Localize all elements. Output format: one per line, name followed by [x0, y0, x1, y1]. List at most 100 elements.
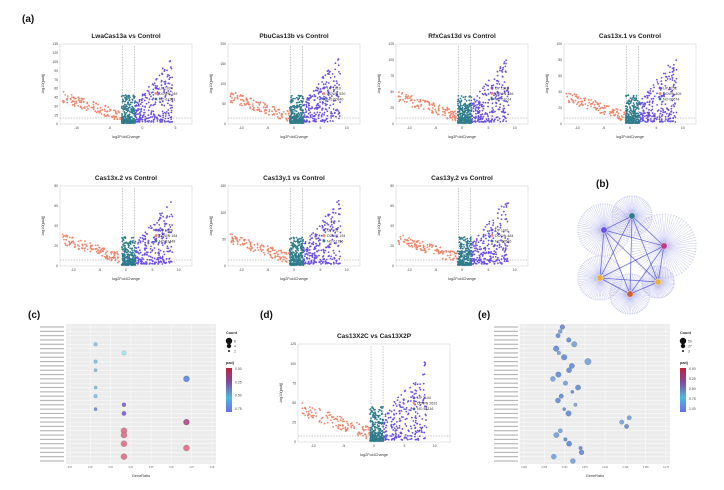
count-legend-dot [682, 350, 684, 352]
enrichment-dot [578, 449, 585, 455]
y-tick-label: 50 [222, 102, 226, 106]
legend-down: DOWN 194 [327, 234, 345, 238]
x-tick-label: 5 [403, 444, 405, 448]
legend-marker-no [322, 239, 326, 243]
row-term-label [494, 425, 518, 428]
count-legend-dot [679, 337, 687, 345]
x-axis-label: log2FoldChange [448, 135, 476, 139]
y-tick-label: 90 [54, 69, 58, 73]
x-tick-label: 10 [345, 126, 349, 130]
enrichment-dot [121, 402, 127, 407]
enrichment-dot [566, 367, 572, 373]
y-axis-label: -log10(padj) [209, 215, 213, 236]
x-axis-label: GeneRatio [132, 474, 150, 478]
legend-marker-up [154, 86, 158, 90]
row-term-label [40, 369, 64, 371]
y-tick-label: 20 [390, 244, 394, 248]
y-tick-label: 0 [56, 122, 58, 126]
legend-up: UP 1024 [159, 86, 173, 90]
x-tick-label: 0.150 [643, 467, 649, 469]
row-term-label [40, 412, 64, 415]
row-term-label [494, 421, 518, 423]
x-axis-label: log2FoldChange [280, 135, 308, 139]
legend-no: NO 61448 [159, 239, 175, 243]
row-term-label [40, 447, 64, 449]
enrichment-dot [550, 376, 556, 382]
y-tick-label: 0 [224, 264, 226, 268]
row-term-label [494, 348, 518, 350]
row-term-label [494, 399, 518, 402]
enrichment-dot [93, 394, 98, 399]
row-term-label [40, 330, 64, 332]
x-tick-label: 10 [433, 444, 437, 448]
enrichment-dot [183, 444, 190, 452]
legend-no: NO 60516 [495, 239, 511, 243]
network-panel-b [572, 190, 708, 315]
y-tick-label: 40 [54, 224, 58, 228]
legend-marker-down [322, 92, 326, 95]
enrichment-dot [121, 411, 127, 416]
x-tick-label: 10 [513, 268, 517, 272]
legend-up: UP 1251 [663, 86, 677, 90]
x-tick-label: 0.050 [562, 467, 568, 469]
padj-colorbar [226, 368, 232, 412]
count-legend-value: 27 [688, 344, 692, 348]
x-axis-label: log2FoldChange [112, 135, 140, 139]
enrichment-dot [183, 418, 190, 426]
enrichment-dot [619, 419, 625, 425]
legend-down: DOWN 184 [159, 234, 177, 238]
network-hub-node [654, 278, 662, 286]
row-term-label [40, 443, 64, 445]
x-tick-label: -10 [407, 126, 412, 130]
y-tick-label: 75 [292, 381, 296, 385]
x-tick-label: 0.025 [541, 467, 547, 469]
x-tick-label: -10 [575, 126, 580, 130]
x-tick-label: 5 [319, 268, 321, 272]
y-tick-label: 0 [392, 264, 394, 268]
row-term-label [494, 365, 518, 367]
enrichment-dot [584, 358, 592, 365]
row-term-label [494, 335, 518, 337]
padj-tick-label: 0.75 [235, 407, 242, 411]
row-term-label [40, 378, 64, 380]
legend-down: DOWN 405 [663, 92, 681, 96]
padj-tick-label: 0.50 [689, 387, 696, 391]
plot-title: Cas13y.1 vs Control [263, 175, 325, 182]
count-legend-value: 3 [688, 349, 690, 353]
legend-down: DOWN 484 [495, 234, 513, 238]
enrichment-dot [624, 424, 629, 429]
x-tick-label: -5 [266, 268, 269, 272]
legend-down: DOWN 346 [495, 92, 513, 96]
padj-tick-label: 0.00 [689, 367, 696, 371]
y-tick-label: 100 [290, 362, 296, 366]
padj-tick-label: 1.00 [689, 407, 696, 411]
y-tick-label: 0 [56, 264, 58, 268]
x-tick-label: 0.175 [663, 467, 669, 469]
y-axis-label: -log10(padj) [41, 215, 45, 236]
row-term-label [494, 373, 518, 376]
legend-down: DOWN 2631 [417, 402, 437, 406]
y-tick-label: 75 [390, 74, 394, 78]
volcano-plot-cas13y1: Cas13y.1 vs Control 0 50 100 150 -10 -5 0 5 10 log… [206, 172, 366, 282]
legend-marker-no [658, 97, 662, 101]
enrichment-dot [120, 431, 128, 439]
x-tick-label: 0.03 [108, 467, 113, 469]
legend-marker-up [658, 86, 662, 90]
legend-down: DOWN 249 [159, 92, 177, 96]
y-tick-label: 60 [54, 87, 58, 91]
enrichment-dot [120, 440, 128, 447]
row-term-label [494, 447, 518, 449]
row-term-label [40, 408, 64, 410]
legend-marker-down [490, 234, 494, 237]
enrichment-dot [566, 440, 572, 447]
y-tick-label: 60 [390, 204, 394, 208]
row-term-label [40, 438, 64, 440]
row-term-label [494, 408, 518, 410]
legend-no: NO 60840 [327, 97, 343, 101]
network-hub-node [626, 290, 634, 298]
x-tick-label: 0.125 [623, 467, 629, 469]
legend-marker-no [154, 239, 158, 243]
enrichment-dot [563, 437, 568, 442]
row-term-label [494, 369, 518, 371]
y-tick-label: 100 [388, 58, 394, 62]
